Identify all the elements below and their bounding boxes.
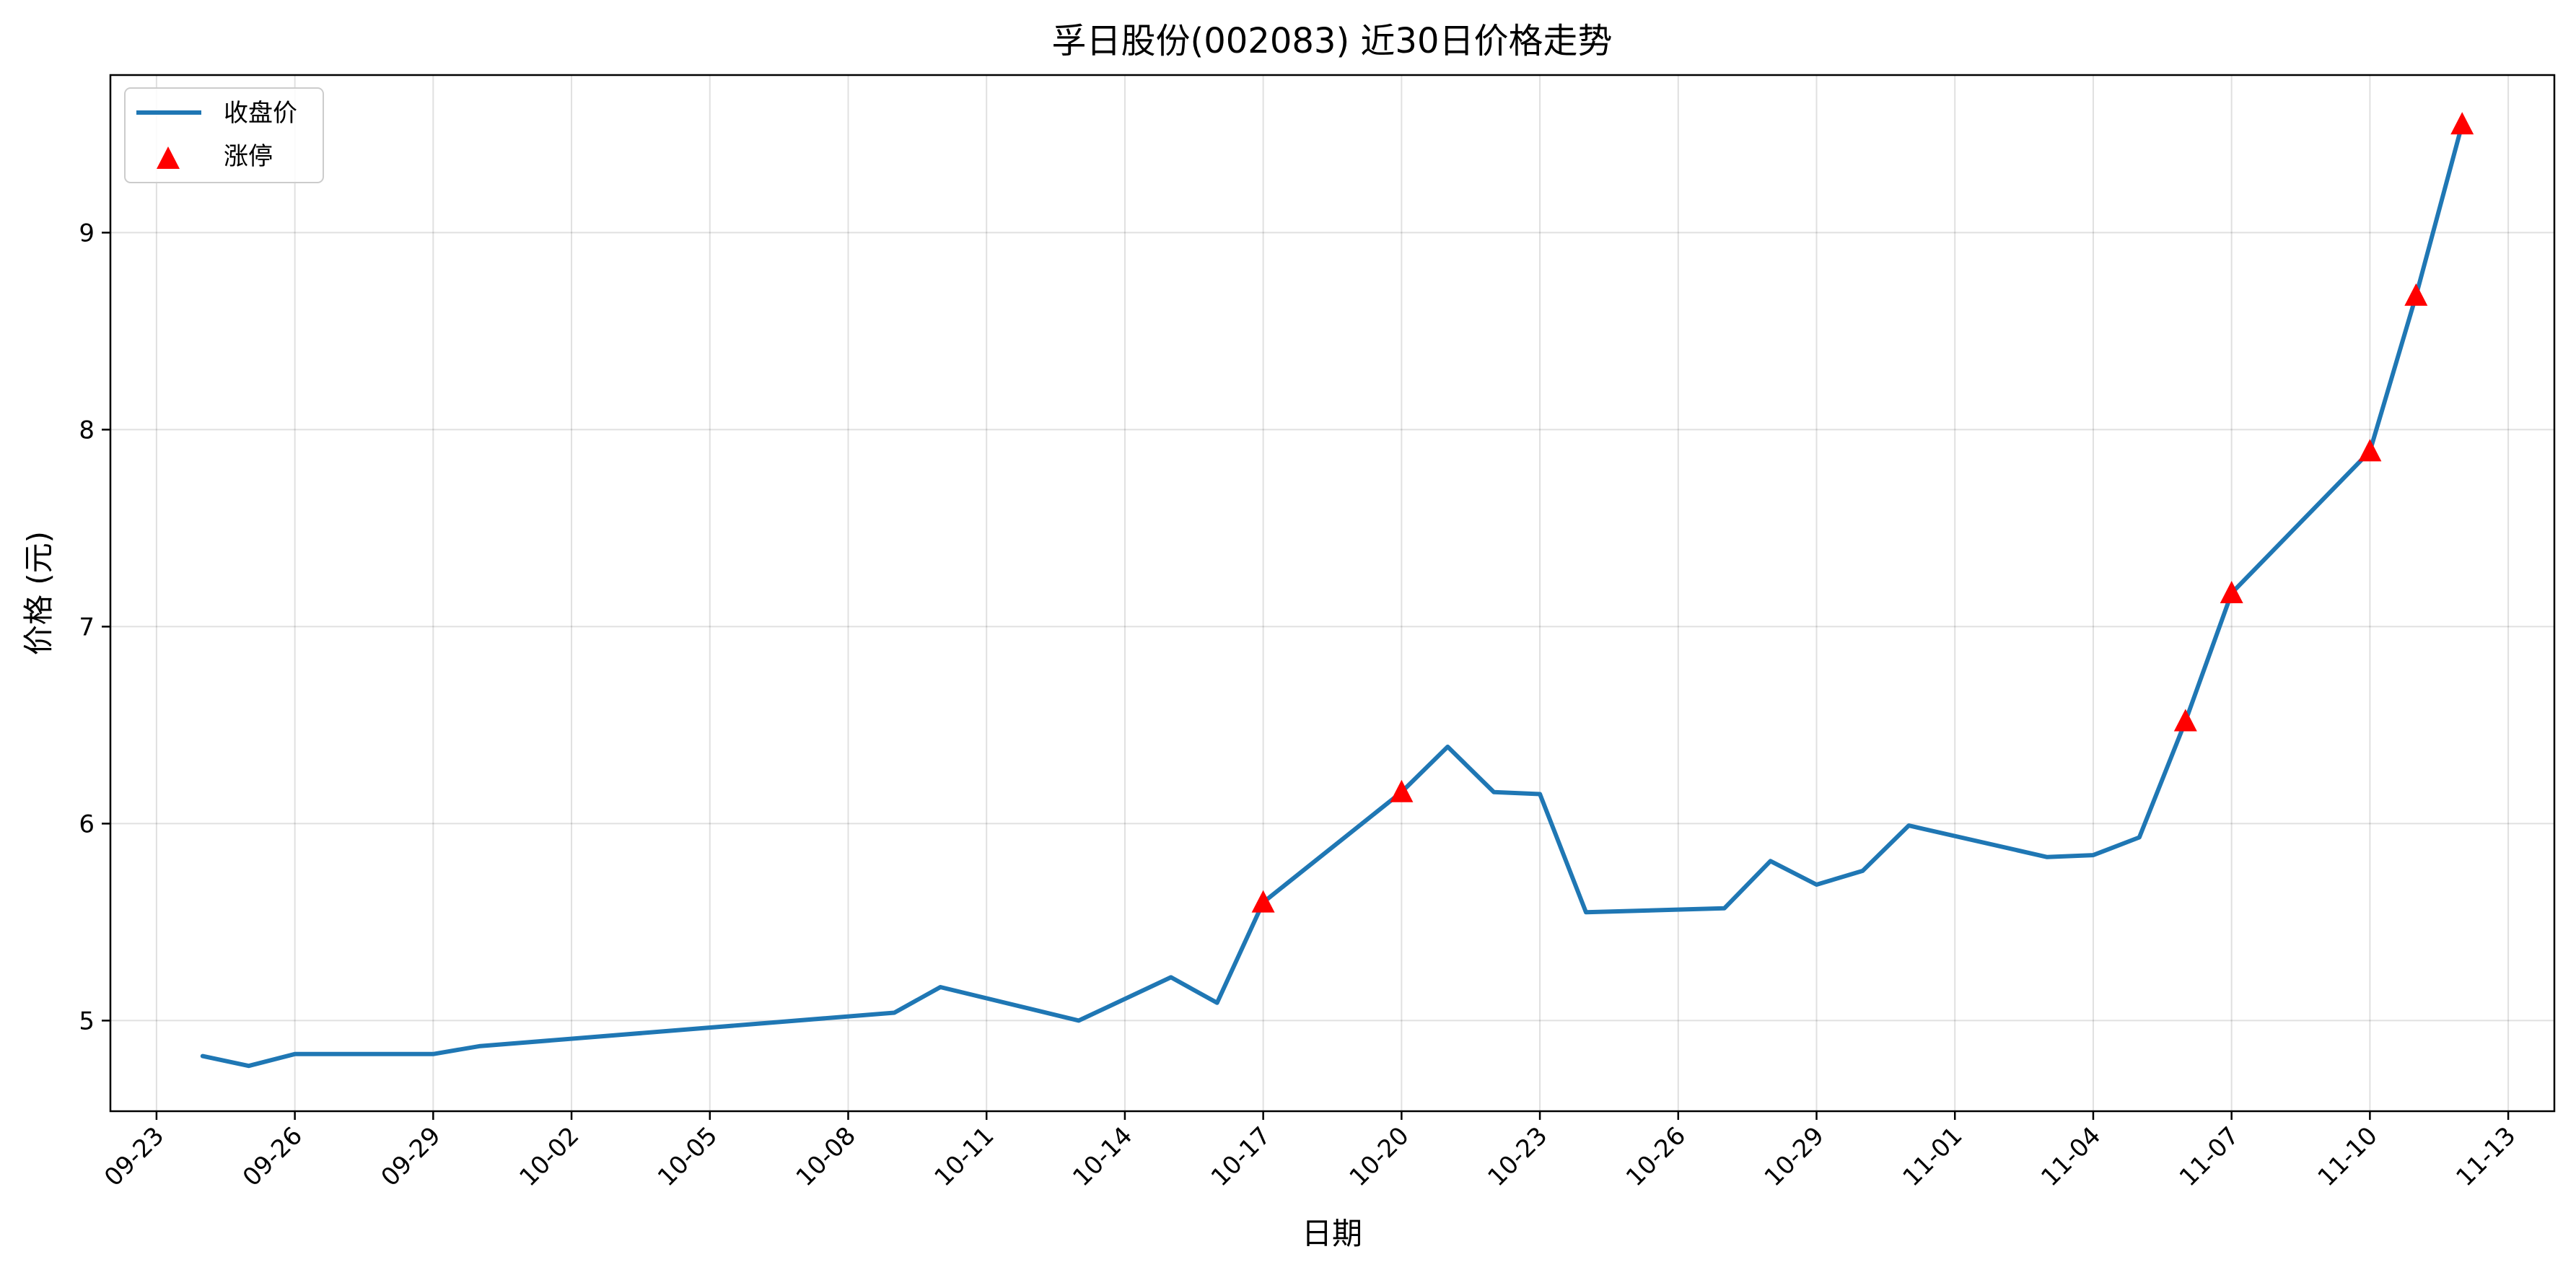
y-tick-label: 9 (79, 219, 95, 247)
y-tick-label: 6 (79, 810, 95, 838)
plot-area (109, 74, 2556, 1113)
grid (110, 75, 2554, 1111)
limit-up-marker (2173, 709, 2197, 732)
limit-up-marker (2358, 439, 2382, 462)
legend-label-limit-up: 涨停 (224, 142, 273, 171)
limit-up-marker (2220, 581, 2243, 603)
chart-title: 孚日股份(002083) 近30日价格走势 (1051, 21, 1612, 61)
limit-up-marker (2404, 283, 2428, 306)
legend-marker-swatch (157, 146, 180, 169)
y-tick-label: 7 (79, 613, 95, 641)
limit-up-marker (1251, 890, 1275, 913)
y-tick-label: 5 (79, 1007, 95, 1035)
legend: 收盘价 涨停 (124, 87, 324, 183)
limit-up-marker (2450, 112, 2474, 135)
series-line-close-price (200, 122, 2465, 1069)
y-axis-label: 价格 (元) (21, 531, 56, 655)
x-axis-label: 日期 (1302, 1216, 1362, 1251)
legend-label-close-price: 收盘价 (224, 99, 297, 128)
limit-up-marker (1390, 779, 1414, 802)
y-tick-label: 8 (79, 416, 95, 444)
series-layer (200, 112, 2474, 1069)
